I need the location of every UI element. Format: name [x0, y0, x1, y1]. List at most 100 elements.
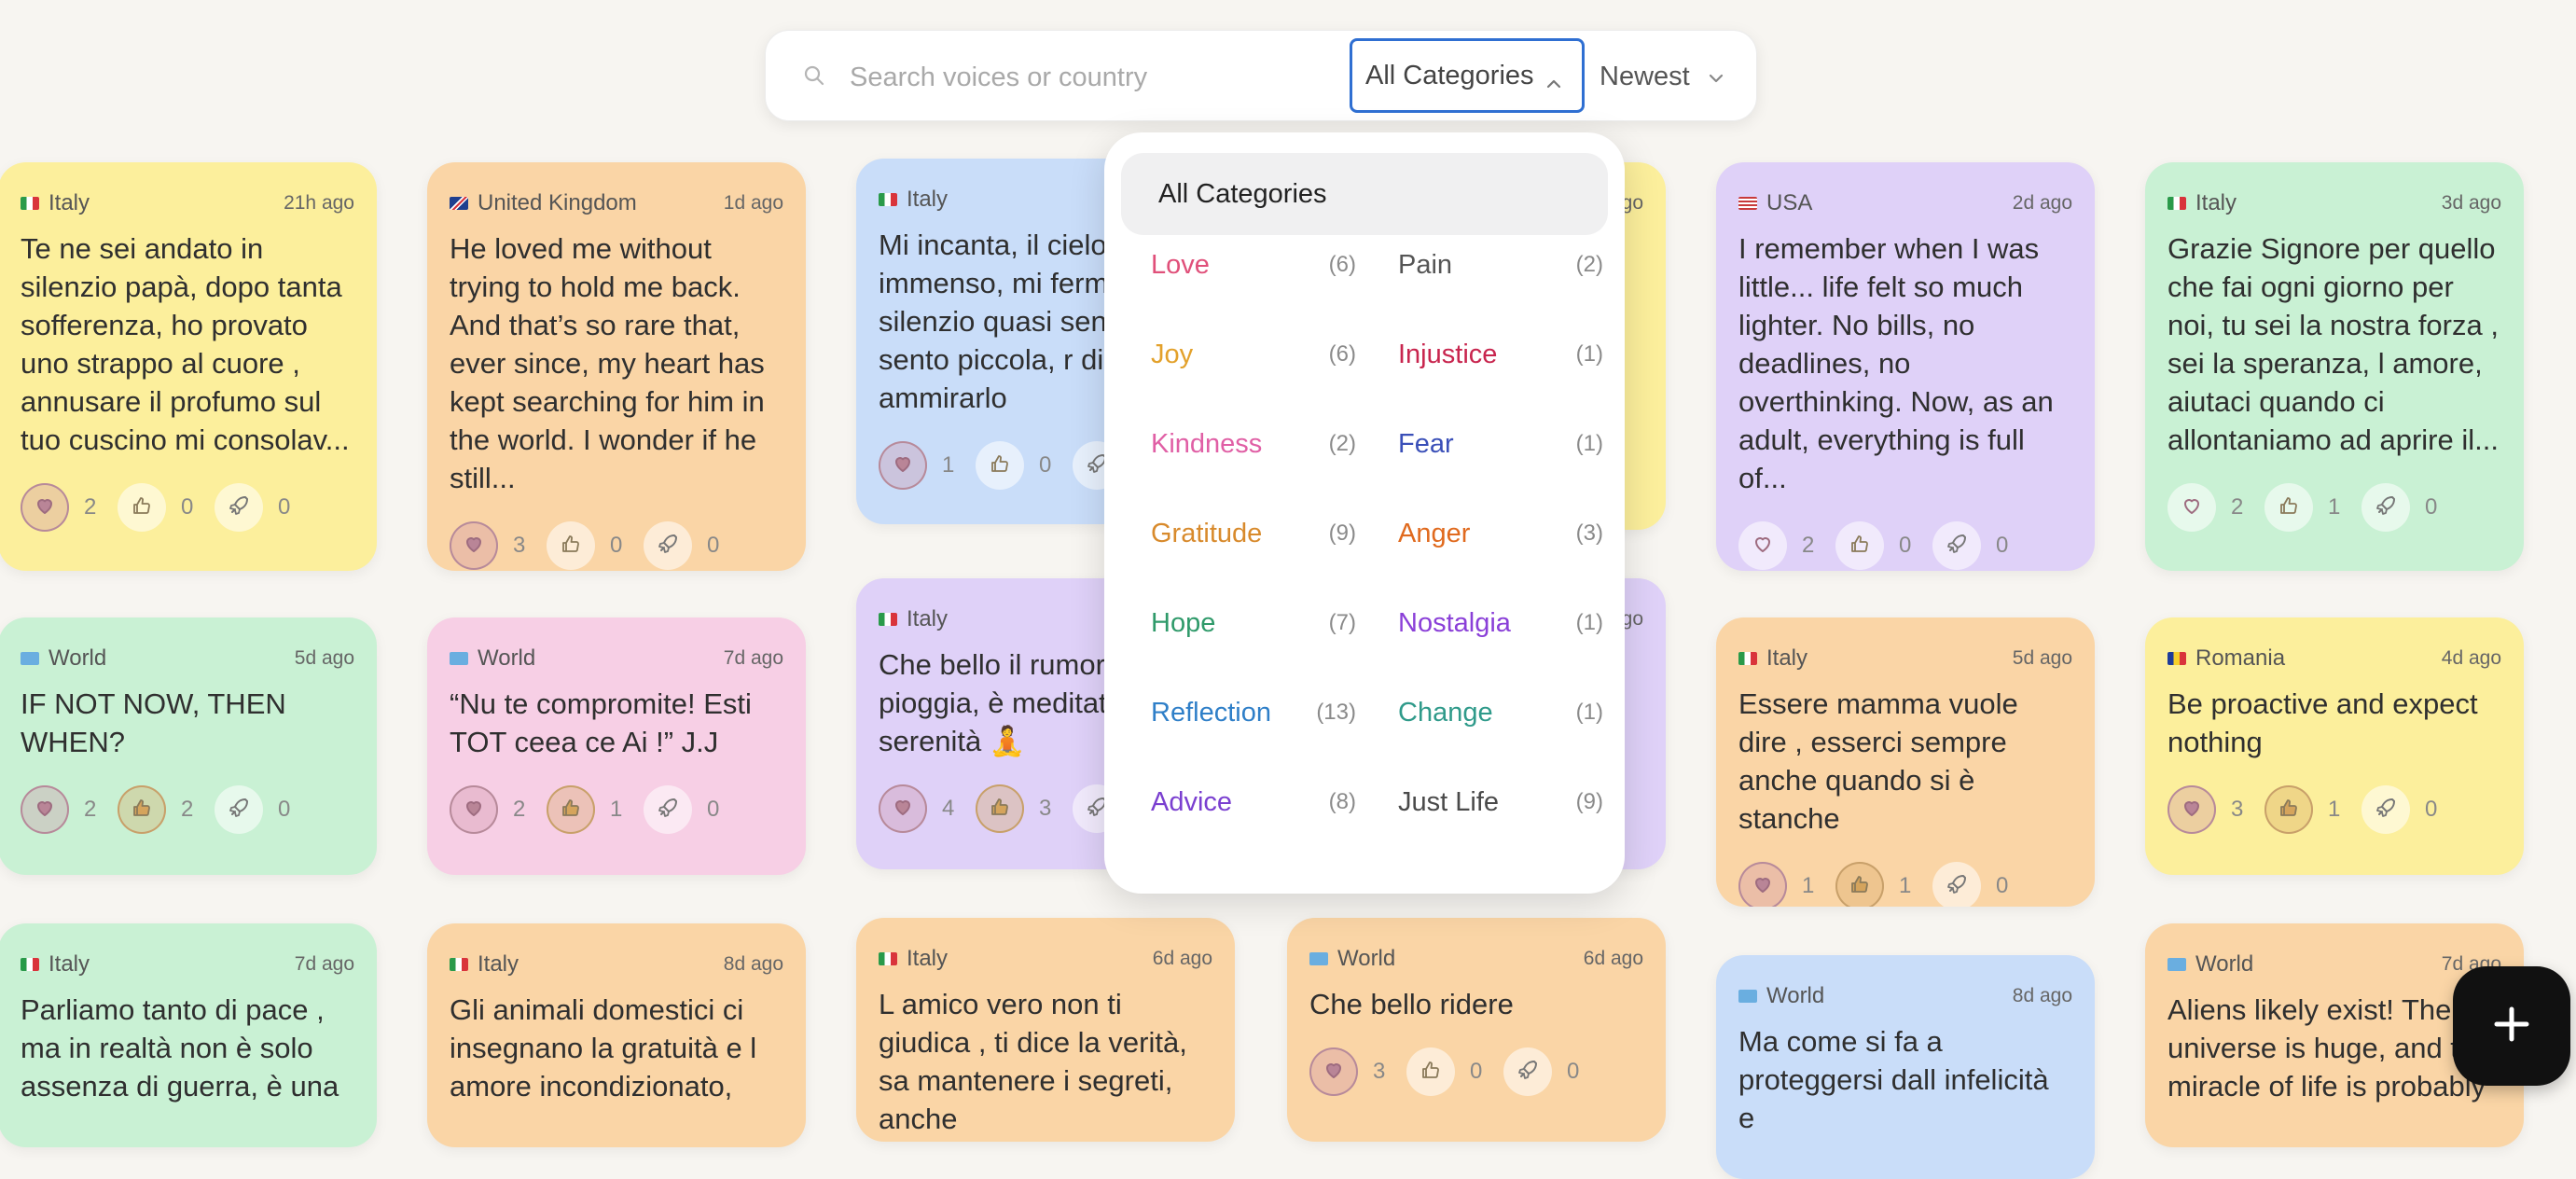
thumbs-up-reaction-button[interactable] — [118, 785, 166, 834]
flag-icon — [450, 652, 468, 665]
thumbs-up-reaction-button[interactable] — [976, 784, 1024, 833]
voice-card[interactable]: Italy 8d ago Gli animali domestici ci inse… — [427, 923, 806, 1147]
add-voice-button[interactable] — [2453, 966, 2570, 1086]
card-country: World — [1309, 946, 1395, 972]
dropdown-item-count: (2) — [1328, 431, 1356, 456]
heart-reaction-button[interactable] — [2167, 483, 2216, 532]
heart-count: 4 — [942, 796, 955, 821]
dropdown-item-label: Hope — [1151, 607, 1216, 638]
rocket-reaction-button[interactable] — [215, 483, 263, 532]
dropdown-item-change[interactable]: Change (1) — [1398, 689, 1603, 736]
thumbs-up-count: 1 — [610, 797, 623, 822]
sort-select[interactable]: Newest — [1600, 53, 1725, 100]
dropdown-item-love[interactable]: Love (6) — [1151, 242, 1356, 288]
card-text: Te ne sei andato in silenzio papà, dopo … — [21, 232, 350, 456]
category-select[interactable]: All Categories — [1350, 38, 1585, 113]
sort-select-value: Newest — [1600, 61, 1690, 91]
flag-icon — [879, 613, 897, 626]
thumbs-up-count: 1 — [2328, 797, 2341, 822]
rocket-reaction-button[interactable] — [2361, 483, 2410, 532]
thumbs-up-count: 0 — [181, 494, 194, 520]
heart-count: 2 — [513, 797, 526, 822]
voice-card[interactable]: Italy 6d ago L amico vero non ti giudica ,… — [856, 918, 1235, 1142]
card-text: I remember when I was little... life fel… — [1738, 232, 2054, 494]
heart-count: 3 — [513, 533, 526, 558]
dropdown-item-fear[interactable]: Fear (1) — [1398, 421, 1603, 467]
heart-reaction-button[interactable] — [1738, 862, 1787, 907]
dropdown-item-nostalgia[interactable]: Nostalgia (1) — [1398, 600, 1603, 646]
thumbs-up-reaction-button[interactable] — [547, 785, 595, 834]
thumbs-up-icon — [1849, 873, 1871, 900]
voice-card[interactable]: World 5d ago IF NOT NOW, THEN WHEN? 2 2 0 — [0, 617, 377, 875]
voice-card[interactable]: Italy 7d ago Parliamo tanto di pace , ma i… — [0, 923, 377, 1147]
voice-card[interactable]: Italy 5d ago Essere mamma vuole dire , ess… — [1716, 617, 2095, 907]
voice-card[interactable]: Romania 4d ago Be proactive and expect not… — [2145, 617, 2524, 875]
thumbs-up-count: 2 — [181, 797, 194, 822]
dropdown-item-pain[interactable]: Pain (2) — [1398, 242, 1603, 288]
voice-card[interactable]: World 6d ago Che bello ridere 3 0 0 — [1287, 918, 1666, 1142]
card-country: Italy — [21, 951, 90, 978]
card-header: Italy 6d ago — [879, 946, 1212, 972]
card-reactions: 2 0 0 — [21, 483, 354, 532]
thumbs-up-icon — [989, 452, 1011, 479]
heart-reaction-button[interactable] — [21, 785, 69, 834]
dropdown-item-label: Nostalgia — [1398, 607, 1511, 638]
thumbs-up-reaction-button[interactable] — [547, 521, 595, 570]
rocket-reaction-button[interactable] — [2361, 785, 2410, 834]
search-input[interactable] — [848, 53, 1336, 102]
search-icon — [803, 64, 825, 91]
dropdown-item-count: (6) — [1328, 252, 1356, 277]
voice-card[interactable]: World 7d ago “Nu te compromite! Esti TOT c… — [427, 617, 806, 875]
thumbs-up-reaction-button[interactable] — [118, 483, 166, 532]
heart-reaction-button[interactable] — [879, 441, 927, 490]
dropdown-item-just-life[interactable]: Just Life (9) — [1398, 779, 1603, 825]
card-timestamp: 6d ago — [1152, 948, 1212, 969]
rocket-reaction-button[interactable] — [215, 785, 263, 834]
thumbs-up-reaction-button[interactable] — [1835, 862, 1884, 907]
heart-reaction-button[interactable] — [450, 785, 498, 834]
heart-count: 2 — [84, 494, 97, 520]
rocket-count: 0 — [2425, 797, 2438, 822]
heart-reaction-button[interactable] — [450, 521, 498, 570]
voice-card[interactable]: Italy 21h ago Te ne sei andato in silenzio… — [0, 162, 377, 571]
thumbs-up-reaction-button[interactable] — [1835, 521, 1884, 570]
thumbs-up-count: 1 — [2328, 494, 2341, 520]
voice-card[interactable]: USA 2d ago I remember when I was little...… — [1716, 162, 2095, 571]
dropdown-item-anger[interactable]: Anger (3) — [1398, 510, 1603, 557]
rocket-reaction-button[interactable] — [1932, 862, 1981, 907]
heart-reaction-button[interactable] — [1309, 1047, 1358, 1096]
dropdown-item-label: Gratitude — [1151, 518, 1263, 548]
heart-reaction-button[interactable] — [2167, 785, 2216, 834]
voice-card[interactable]: World 8d ago Ma come si fa a proteggersi d… — [1716, 955, 2095, 1179]
card-header: Romania 4d ago — [2167, 645, 2501, 672]
thumbs-up-reaction-button[interactable] — [2264, 483, 2313, 532]
rocket-reaction-button[interactable] — [644, 521, 692, 570]
dropdown-item-joy[interactable]: Joy (6) — [1151, 331, 1356, 378]
voice-card[interactable]: Italy 3d ago Grazie Signore per quello che… — [2145, 162, 2524, 571]
thumbs-up-reaction-button[interactable] — [976, 441, 1024, 490]
rocket-reaction-button[interactable] — [1503, 1047, 1552, 1096]
dropdown-item-injustice[interactable]: Injustice (1) — [1398, 331, 1603, 378]
rocket-reaction-button[interactable] — [644, 785, 692, 834]
voice-card[interactable]: United Kingdom 1d ago He loved me without … — [427, 162, 806, 571]
dropdown-item-gratitude[interactable]: Gratitude (9) — [1151, 510, 1356, 557]
dropdown-item-reflection[interactable]: Reflection (13) — [1151, 689, 1356, 736]
dropdown-item-all-categories[interactable]: All Categories — [1121, 153, 1608, 235]
heart-icon — [2181, 797, 2203, 824]
thumbs-up-reaction-button[interactable] — [2264, 785, 2313, 834]
dropdown-item-label: Joy — [1151, 339, 1194, 369]
heart-reaction-button[interactable] — [879, 784, 927, 833]
thumbs-up-icon — [1420, 1059, 1442, 1086]
dropdown-item-hope[interactable]: Hope (7) — [1151, 600, 1356, 646]
thumbs-up-reaction-button[interactable] — [1406, 1047, 1455, 1096]
card-timestamp: 1d ago — [723, 192, 783, 214]
rocket-reaction-button[interactable] — [1932, 521, 1981, 570]
dropdown-item-advice[interactable]: Advice (8) — [1151, 779, 1356, 825]
card-reactions: 2 0 0 — [1738, 521, 2072, 570]
rocket-icon — [1945, 532, 1969, 561]
dropdown-item-kindness[interactable]: Kindness (2) — [1151, 421, 1356, 467]
heart-reaction-button[interactable] — [21, 483, 69, 532]
heart-reaction-button[interactable] — [1738, 521, 1787, 570]
card-header: World 7d ago — [2167, 951, 2501, 978]
card-header: Italy 8d ago — [450, 951, 783, 978]
